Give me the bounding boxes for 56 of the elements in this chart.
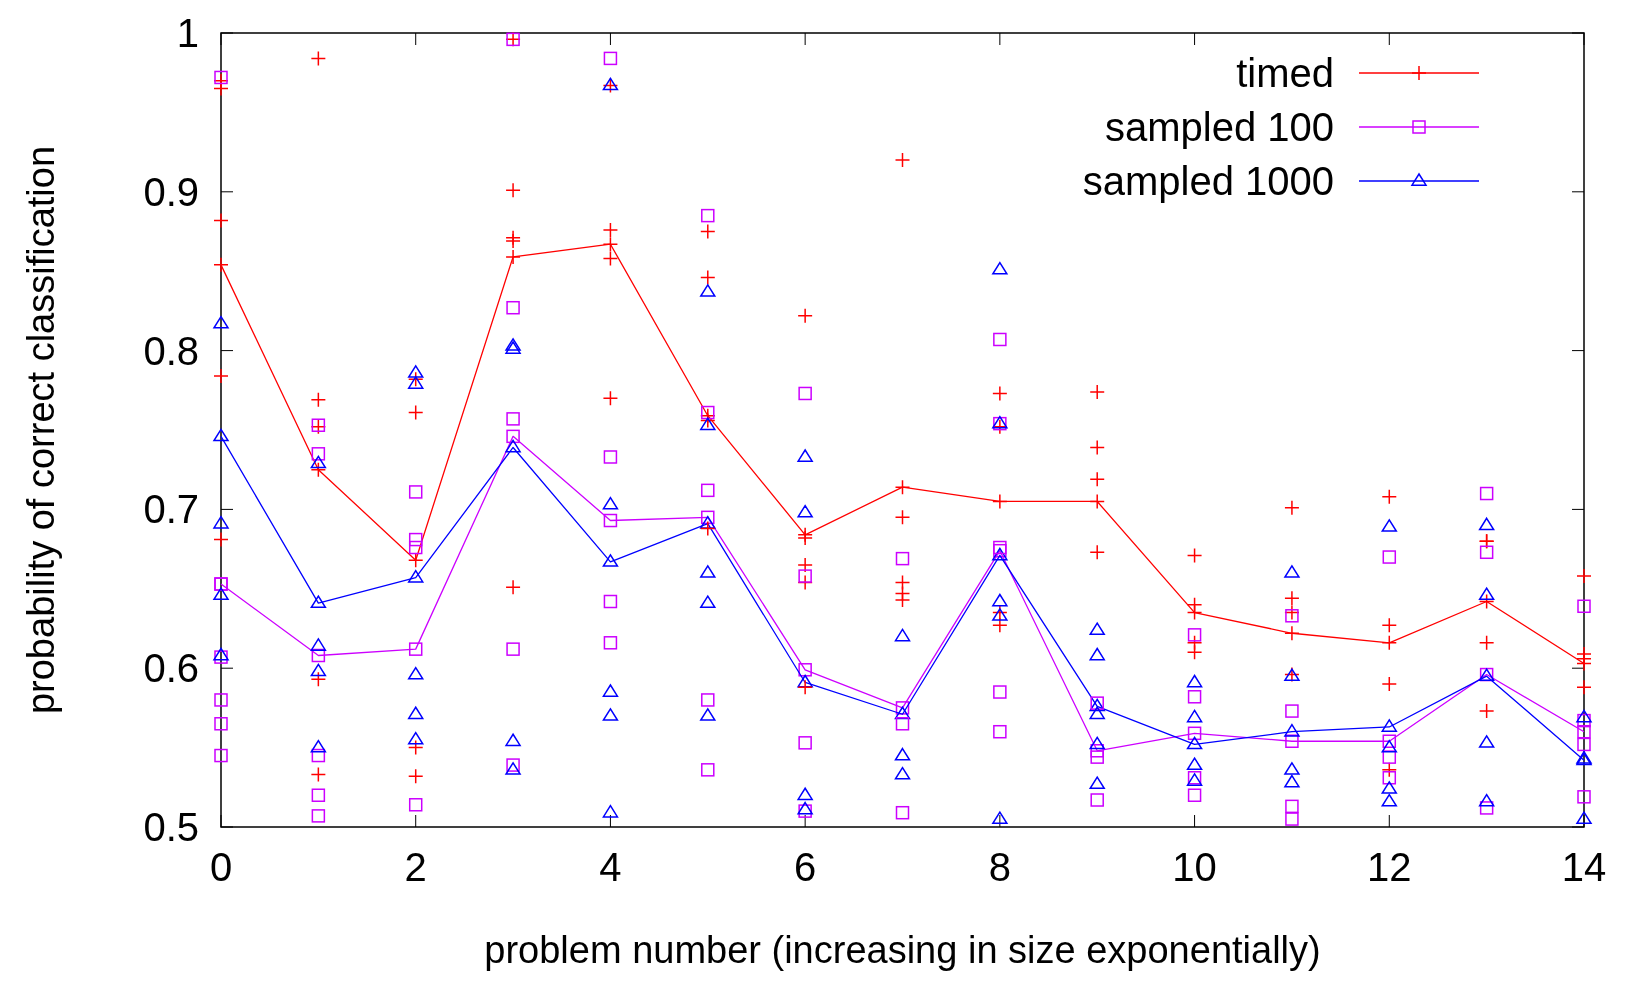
point bbox=[1284, 723, 1300, 737]
point bbox=[310, 461, 327, 478]
y-tick-label: 1 bbox=[176, 11, 199, 55]
point bbox=[1478, 593, 1495, 610]
point bbox=[1381, 719, 1398, 732]
y-tick-label: 0.5 bbox=[143, 805, 199, 849]
x-tick-label: 8 bbox=[988, 845, 1011, 889]
point bbox=[797, 674, 813, 688]
x-tick-label: 6 bbox=[794, 845, 817, 889]
point bbox=[603, 513, 618, 528]
point bbox=[213, 428, 229, 442]
x-tick-label: 12 bbox=[1367, 845, 1412, 889]
point bbox=[1577, 724, 1591, 739]
legend-label: timed bbox=[1236, 51, 1334, 95]
point bbox=[213, 257, 229, 273]
point bbox=[797, 527, 813, 543]
point bbox=[798, 663, 812, 677]
point bbox=[1089, 493, 1105, 510]
point bbox=[1285, 734, 1299, 748]
x-tick-label: 0 bbox=[209, 845, 233, 889]
point bbox=[992, 493, 1008, 510]
point bbox=[894, 706, 911, 720]
y-tick-label: 0.6 bbox=[143, 646, 199, 691]
x-tick-label: 4 bbox=[599, 845, 622, 889]
y-tick-label: 0.7 bbox=[143, 487, 199, 532]
legend-label: sampled 1000 bbox=[1082, 159, 1334, 203]
point bbox=[1284, 625, 1300, 642]
point bbox=[505, 249, 521, 265]
point bbox=[700, 515, 716, 529]
legend-label: sampled 100 bbox=[1104, 105, 1334, 149]
point bbox=[1381, 635, 1398, 651]
point bbox=[1090, 744, 1104, 758]
point bbox=[505, 439, 521, 453]
y-axis-title: probability of correct classification bbox=[20, 145, 62, 715]
point bbox=[1382, 734, 1397, 748]
point bbox=[310, 595, 327, 609]
point bbox=[992, 547, 1008, 561]
x-tick-label: 14 bbox=[1561, 845, 1607, 889]
x-tick-label: 2 bbox=[404, 845, 427, 889]
point bbox=[701, 510, 715, 525]
point bbox=[895, 701, 910, 715]
point bbox=[602, 554, 619, 567]
point bbox=[894, 479, 911, 495]
x-axis-title: problem number (increasing in size exponentially) bbox=[484, 929, 1321, 971]
point bbox=[214, 577, 228, 591]
y-tick-label: 0.8 bbox=[143, 328, 199, 373]
x-tick-label: 10 bbox=[1172, 845, 1217, 889]
y-tick-label: 0.9 bbox=[143, 169, 199, 214]
point bbox=[506, 429, 520, 444]
point bbox=[602, 236, 619, 252]
point bbox=[407, 569, 424, 583]
point bbox=[1186, 736, 1203, 750]
point bbox=[993, 543, 1007, 558]
point bbox=[407, 552, 424, 568]
point bbox=[1187, 726, 1202, 741]
point bbox=[408, 642, 423, 656]
